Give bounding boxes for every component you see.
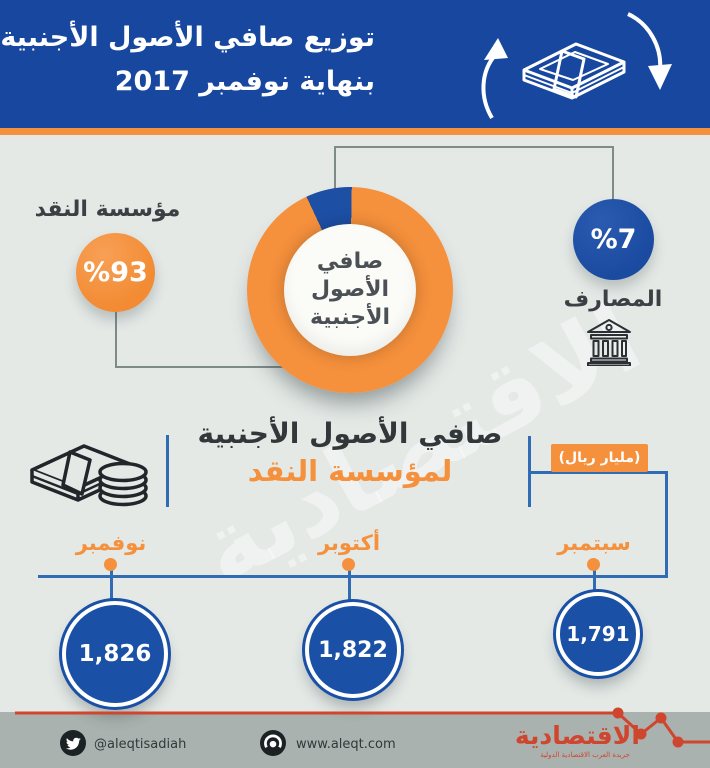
donut-center-line1: صافي bbox=[316, 249, 384, 274]
timeline-dot-november bbox=[104, 558, 117, 571]
twitter-handle[interactable]: @aleqtisadiah bbox=[94, 737, 187, 752]
curved-arrow-down-icon bbox=[627, 12, 672, 90]
callout-line-top-vertical bbox=[334, 146, 336, 190]
page-title-line1: توزيع صافي الأصول الأجنبية bbox=[0, 22, 375, 53]
timeline-dot-september bbox=[587, 558, 600, 571]
callout-line-left-vertical bbox=[115, 311, 117, 367]
section-title-dark: صافي الأصول الأجنبية bbox=[197, 417, 503, 450]
line-chart-zigzag bbox=[15, 707, 710, 748]
timeline-stem-september bbox=[593, 565, 596, 593]
timeline-stem-october bbox=[348, 565, 351, 602]
legend-label-banks: المصارف bbox=[563, 287, 663, 312]
cash-and-coins-icon bbox=[30, 444, 148, 507]
bank-building-icon bbox=[587, 319, 631, 366]
globe-icon bbox=[260, 730, 286, 756]
callout-line-left-horizontal bbox=[115, 366, 283, 368]
curved-arrow-up-icon bbox=[481, 38, 508, 120]
bracket-horizontal-line bbox=[528, 471, 667, 474]
callout-line-right-vertical bbox=[612, 146, 614, 201]
value-bubble-november: 1,826 bbox=[62, 601, 168, 707]
header-accent-strip bbox=[0, 128, 710, 135]
banknotes-stack-icon bbox=[522, 42, 626, 100]
newspaper-logo: الاقتصادية جريدة العرب الاقتصادية الدولي… bbox=[514, 721, 640, 760]
value-bubble-october: 1,822 bbox=[305, 602, 401, 698]
twitter-bird-icon bbox=[60, 730, 86, 756]
donut-center-line2: الأصول bbox=[310, 277, 390, 302]
newspaper-logo-text: الاقتصادية bbox=[514, 721, 640, 750]
website-link[interactable]: www.aleqt.com bbox=[296, 737, 396, 752]
bracket-drop-line bbox=[665, 471, 668, 577]
donut-center-label: صافي الأصول الأجنبية bbox=[284, 224, 416, 356]
timeline-dot-october bbox=[342, 558, 355, 571]
section-title: صافي الأصول الأجنبية لمؤسسة النقد bbox=[175, 416, 525, 490]
timeline-stem-november bbox=[110, 565, 113, 599]
month-label-september: سبتمبر bbox=[557, 531, 631, 555]
donut-center-line3: الأجنبية bbox=[309, 305, 391, 330]
callout-line-top-horizontal bbox=[334, 146, 613, 148]
newspaper-logo-tagline: جريدة العرب الاقتصادية الدولية bbox=[540, 751, 630, 759]
month-label-october: أكتوبر bbox=[317, 531, 381, 555]
section-title-orange: لمؤسسة النقد bbox=[247, 454, 453, 488]
page-title: توزيع صافي الأصول الأجنبية بنهاية نوفمبر… bbox=[0, 16, 375, 104]
page-title-line2: بنهاية نوفمبر 2017 bbox=[114, 66, 375, 97]
title-divider-line bbox=[166, 435, 169, 507]
footer-band bbox=[0, 712, 710, 768]
donut-chart: صافي الأصول الأجنبية bbox=[247, 187, 453, 393]
header-banner: توزيع صافي الأصول الأجنبية بنهاية نوفمبر… bbox=[0, 0, 710, 128]
unit-badge: (مليار ريال) bbox=[551, 444, 648, 472]
pct-bubble-sama: %93 bbox=[76, 233, 155, 312]
value-bubble-september: 1,791 bbox=[556, 592, 640, 676]
legend-label-sama: مؤسسة النقد bbox=[34, 197, 181, 222]
pct-bubble-banks: %7 bbox=[573, 199, 654, 280]
month-label-november: نوفمبر bbox=[75, 531, 147, 555]
timeline-axis bbox=[38, 575, 668, 578]
